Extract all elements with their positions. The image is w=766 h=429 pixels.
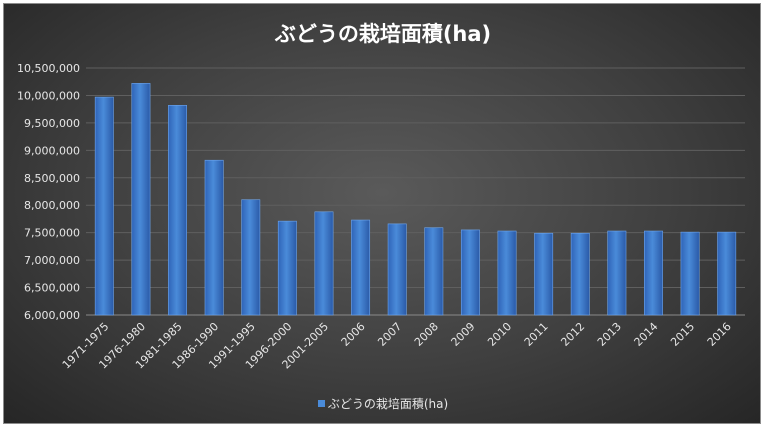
bar	[460, 229, 480, 316]
bar	[168, 105, 187, 316]
x-tick-label: 2009	[449, 320, 478, 349]
bar	[424, 227, 444, 316]
bar	[351, 219, 371, 316]
x-tick-label: 2011	[522, 320, 551, 349]
x-tick-label: 2014	[632, 320, 661, 349]
bar	[570, 232, 590, 316]
x-tick-label: 2013	[595, 320, 624, 349]
bar	[277, 220, 297, 316]
y-tick-label: 10,500,000	[17, 62, 80, 75]
bar	[534, 232, 554, 316]
x-tick-label: 2015	[668, 320, 697, 349]
x-tick-label: 2016	[705, 320, 734, 349]
bar	[314, 211, 334, 316]
y-tick-label: 6,000,000	[24, 309, 80, 322]
chart-title: ぶどうの栽培面積(ha)	[274, 22, 492, 46]
bar	[717, 231, 737, 316]
bar	[387, 223, 407, 316]
legend-label: ぶどうの栽培面積(ha)	[327, 397, 449, 411]
bar	[680, 231, 700, 316]
chart-legend: ぶどうの栽培面積(ha)	[4, 395, 762, 412]
y-tick-label: 9,500,000	[24, 117, 80, 130]
x-tick-label: 2012	[558, 320, 587, 349]
y-tick-label: 8,000,000	[24, 199, 80, 212]
y-tick-label: 6,500,000	[24, 282, 80, 295]
legend-swatch	[317, 400, 325, 407]
bar	[644, 230, 663, 316]
bar	[204, 159, 224, 316]
bar	[131, 83, 151, 316]
y-tick-label: 7,500,000	[24, 227, 80, 240]
bar	[241, 199, 261, 316]
y-tick-label: 10,000,000	[17, 89, 80, 102]
x-tick-label: 2007	[375, 320, 404, 349]
chart-plot: 6,000,000 6,500,000 7,000,000 7,500,000 8,00…	[17, 62, 745, 372]
bar	[497, 230, 517, 316]
y-tick-label: 9,000,000	[24, 144, 80, 157]
x-tick-label: 2006	[339, 320, 368, 349]
x-tick-label: 2008	[412, 320, 441, 349]
bar	[607, 230, 627, 316]
x-tick-label: 2010	[485, 320, 514, 349]
y-tick-label: 7,000,000	[24, 254, 80, 267]
chart-frame: ぶどうの栽培面積(ha) 6,000,000 6,500,000 7,000,000…	[3, 3, 761, 424]
y-tick-label: 8,500,000	[24, 172, 80, 185]
bar	[94, 96, 114, 316]
